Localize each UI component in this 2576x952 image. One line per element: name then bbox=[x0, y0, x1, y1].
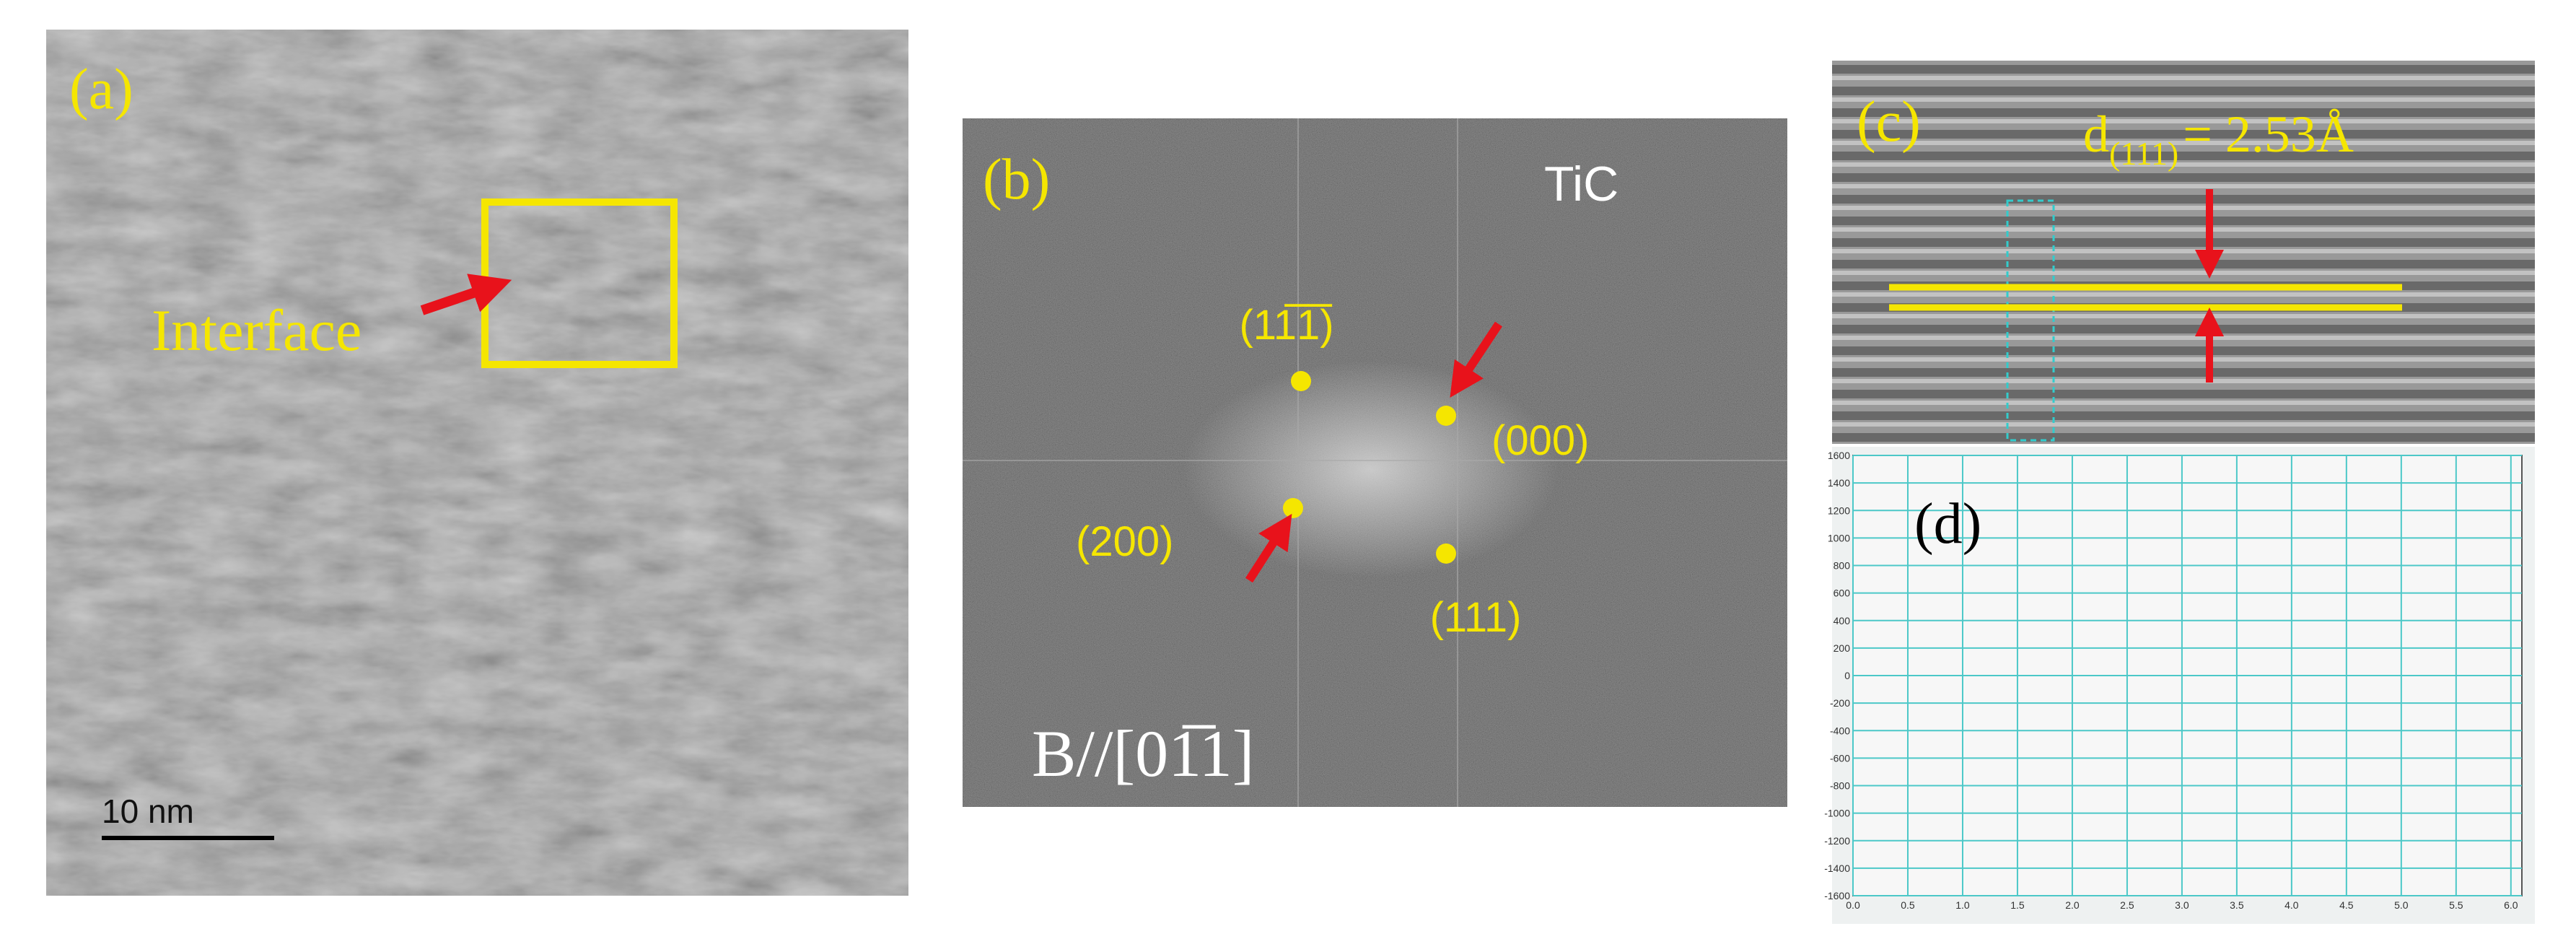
y-tick-label: 1200 bbox=[1828, 505, 1850, 516]
panel-label: (a) bbox=[69, 58, 133, 121]
arrow bbox=[420, 274, 512, 315]
panel-d: 1600 1400 1200 1000 800 600 400 200 0 -200 -400 -60… bbox=[1824, 447, 2535, 924]
spot bbox=[1436, 406, 1456, 426]
value-text: = 2.53Å bbox=[2183, 105, 2354, 163]
x-tick-label: 4.0 bbox=[2284, 899, 2299, 911]
x-tick-label: 0.5 bbox=[1901, 899, 1915, 911]
panel-b: (b) TiC (11̅1̅) (000) (200) (111) B//[01… bbox=[963, 118, 1787, 807]
y-tick-label: 1000 bbox=[1828, 532, 1850, 543]
y-tick-label: -1200 bbox=[1824, 835, 1850, 847]
y-tick-label: -800 bbox=[1830, 780, 1850, 792]
image-tone bbox=[1832, 61, 2535, 444]
x-tick-label: 5.5 bbox=[2449, 899, 2463, 911]
panel-a: (a) Interface 10 nm bbox=[46, 30, 908, 896]
y-tick-label: 600 bbox=[1834, 588, 1851, 599]
x-tick-label: 3.0 bbox=[2175, 899, 2189, 911]
panel-label: (c) bbox=[1857, 90, 1921, 154]
filtered-image bbox=[1832, 61, 2535, 444]
scale-bar-label: 10 nm bbox=[102, 792, 194, 830]
x-tick-label: 2.5 bbox=[2120, 899, 2134, 911]
hrtem-image bbox=[46, 30, 908, 896]
symbol: d bbox=[2083, 105, 2109, 163]
arrow bbox=[1245, 513, 1292, 583]
panel-label: (b) bbox=[983, 148, 1050, 211]
y-tick-label: -400 bbox=[1830, 725, 1850, 736]
y-tick-label: 200 bbox=[1834, 642, 1851, 654]
spot-label: (000) bbox=[1491, 417, 1589, 464]
spot bbox=[1291, 371, 1311, 391]
x-tick-label: 4.5 bbox=[2339, 899, 2354, 911]
annotation: Interface bbox=[152, 297, 362, 363]
profile-region bbox=[2006, 199, 2055, 442]
y-tick-label: 800 bbox=[1834, 560, 1851, 572]
panel-label: (d) bbox=[1914, 492, 1981, 556]
y-tick-label: -200 bbox=[1830, 697, 1850, 709]
arrow bbox=[1450, 321, 1503, 398]
y-tick-label: 400 bbox=[1834, 615, 1851, 626]
x-tick-label: 6.0 bbox=[2504, 899, 2518, 911]
spot-label: (200) bbox=[1076, 518, 1173, 565]
y-tick-label: -1400 bbox=[1824, 863, 1850, 874]
y-tick-label: -1600 bbox=[1824, 890, 1850, 901]
x-tick-label: 5.0 bbox=[2394, 899, 2409, 911]
x-tick-label: 1.0 bbox=[1955, 899, 1970, 911]
spacing-label: d(111)= 2.53Å bbox=[2083, 105, 2354, 172]
panel-c: (c) d(111)= 2.53Å bbox=[1832, 61, 2535, 444]
spot bbox=[1436, 543, 1456, 564]
image-tone bbox=[46, 30, 908, 896]
zone-axis: B//[01̅1] bbox=[1032, 717, 1254, 790]
fft-center bbox=[1183, 361, 1559, 577]
y-tick-label: 0 bbox=[1844, 670, 1850, 681]
x-tick-label: 3.5 bbox=[2230, 899, 2244, 911]
x-tick-label: 1.5 bbox=[2010, 899, 2025, 911]
x-tick-label: 2.0 bbox=[2065, 899, 2080, 911]
y-tick-label: -1000 bbox=[1824, 808, 1850, 819]
spot-label: (11̅1̅) bbox=[1239, 302, 1333, 349]
phase-label: TiC bbox=[1544, 157, 1618, 211]
y-tick-label: -600 bbox=[1830, 752, 1850, 764]
y-tick-label: 1600 bbox=[1828, 450, 1850, 461]
subscript: (111) bbox=[2109, 135, 2178, 172]
y-tick-label: 1400 bbox=[1828, 477, 1850, 489]
spot bbox=[1283, 498, 1303, 518]
spot-label: (111) bbox=[1430, 594, 1522, 641]
x-tick-label: 0.0 bbox=[1846, 899, 1860, 911]
